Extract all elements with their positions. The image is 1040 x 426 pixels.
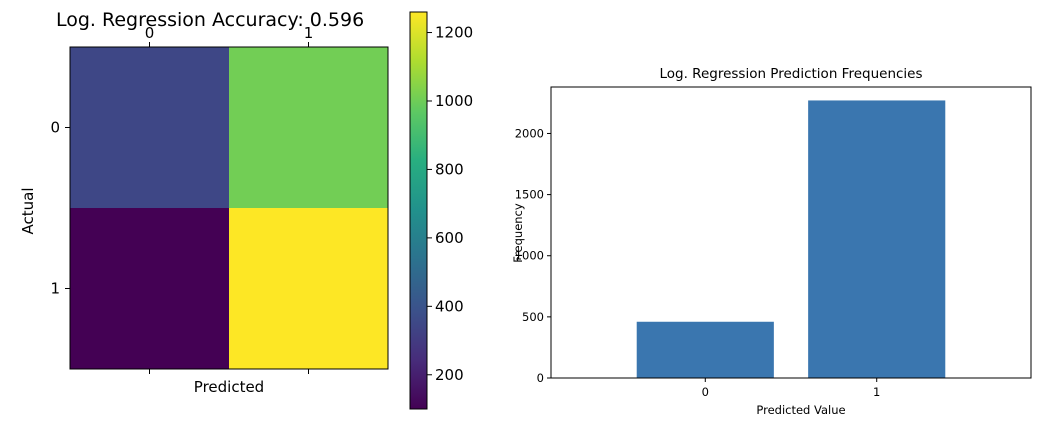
colorbar-tick-label-4: 1000	[435, 92, 473, 110]
matrix-y-ticks: 01	[50, 119, 70, 298]
colorbar: 200 400 600 800 1000 1200	[409, 11, 473, 410]
bar-y-axis-label: Frequency	[511, 203, 525, 263]
bar-y-tick-label-4: 2000	[515, 126, 544, 140]
bar-1	[808, 100, 946, 378]
matrix-cell-1-1	[229, 208, 388, 369]
bar-y-tick-label-1: 500	[522, 310, 544, 324]
bar-y-tick-label-0: 0	[537, 371, 544, 385]
bars	[636, 100, 946, 378]
bar-x-tick-label-1: 1	[873, 385, 880, 399]
colorbar-gradient	[409, 11, 428, 410]
matrix-x-axis-label: Predicted	[194, 378, 264, 396]
matrix-x-tick-label-1: 1	[304, 24, 314, 42]
bar-title: Log. Regression Prediction Frequencies	[659, 66, 922, 82]
matrix-y-tick-label-1: 1	[50, 280, 60, 298]
colorbar-ticks: 200 400 600 800 1000 1200	[427, 24, 473, 384]
colorbar-tick-label-2: 600	[435, 229, 464, 247]
colorbar-tick-label-0: 200	[435, 366, 464, 384]
matrix-x-tick-label-0: 0	[145, 24, 155, 42]
matrix-cell-0-1	[229, 47, 388, 208]
colorbar-tick-label-5: 1200	[435, 24, 473, 42]
bar-y-tick-label-2: 1000	[515, 249, 544, 263]
bar-x-tick-label-0: 0	[702, 385, 709, 399]
bar-y-ticks: 0 500 1000 1500 2000	[515, 126, 551, 385]
bar-0	[636, 321, 774, 378]
bar-x-axis-label: Predicted Value	[756, 403, 845, 417]
matrix-y-axis-label: Actual	[19, 188, 37, 235]
matrix-y-tick-label-0: 0	[50, 119, 60, 137]
bar-plot-frame	[550, 86, 1032, 379]
matrix-cell-1-0	[70, 208, 229, 369]
matrix-frame	[69, 46, 389, 370]
matrix-cells	[70, 47, 388, 369]
colorbar-tick-label-3: 800	[435, 160, 464, 178]
matrix-cell-0-0	[70, 47, 229, 208]
bar-y-tick-label-3: 1500	[515, 188, 544, 202]
matrix-title: Log. Regression Accuracy: 0.596	[56, 9, 364, 31]
colorbar-tick-label-1: 400	[435, 297, 464, 315]
